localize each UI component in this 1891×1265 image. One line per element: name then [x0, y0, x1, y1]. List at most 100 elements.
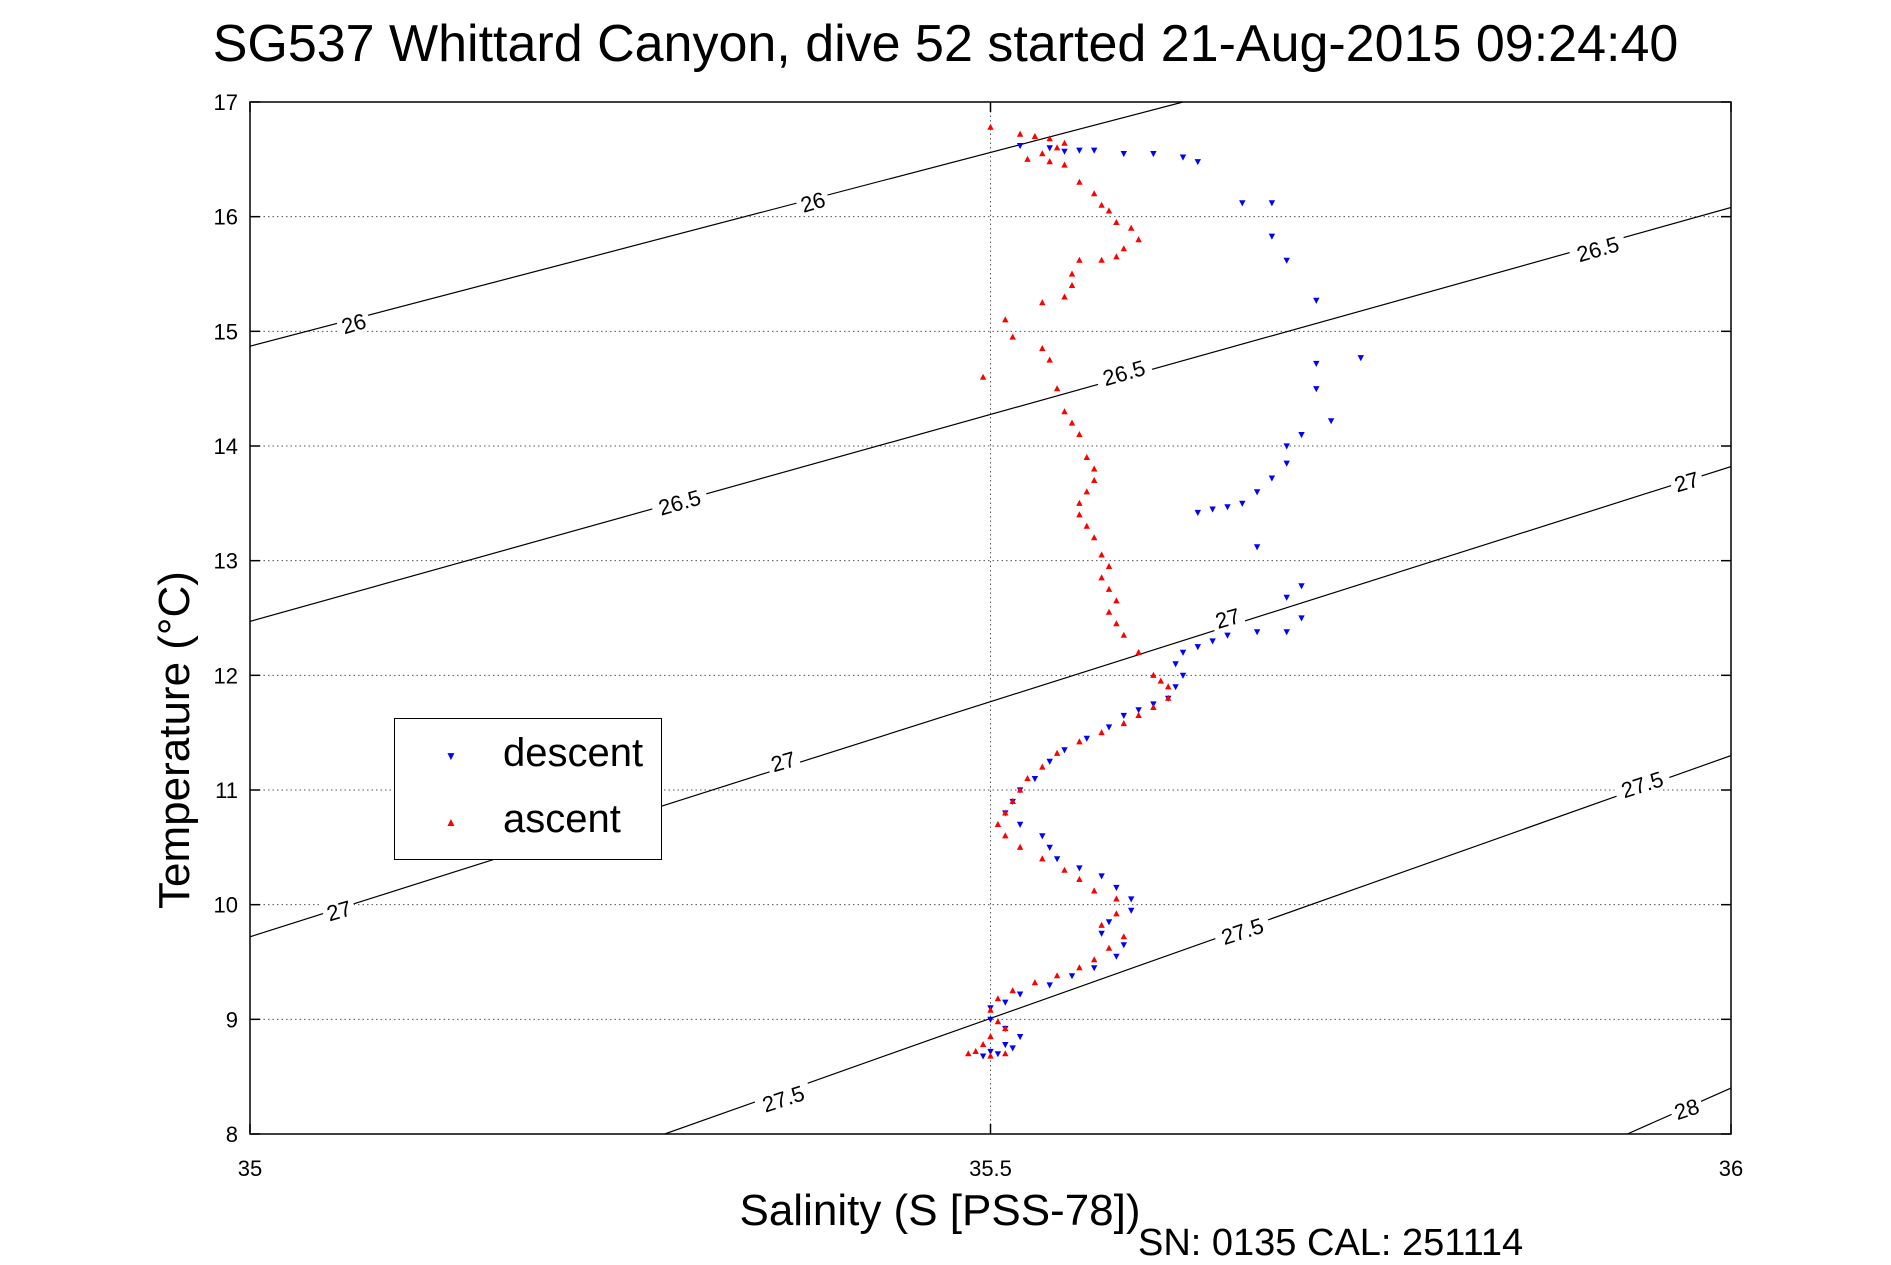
isopycnal-label-bg [1567, 228, 1628, 268]
x-axis-label: Salinity (S [PSS-78]) [739, 1186, 1141, 1235]
descent-point [1253, 489, 1261, 496]
ascent-point [1098, 551, 1105, 558]
descent-point [1253, 544, 1261, 551]
ascent-point [1120, 720, 1127, 727]
ascent-point [1113, 218, 1120, 225]
ascent-point [1068, 281, 1076, 288]
ascent-point [1135, 648, 1142, 655]
ascent-point [1031, 132, 1039, 139]
ascent-point [1113, 620, 1120, 627]
legend-item-descent: ▼ descent [395, 729, 661, 789]
descent-point [1120, 712, 1127, 719]
descent-point [1313, 386, 1320, 393]
isopycnal-label: 26.5 [649, 481, 710, 521]
descent-point [1061, 148, 1068, 155]
ascent-point [1068, 270, 1076, 277]
isopycnal-label: 27 [764, 744, 802, 777]
ascent-point [1076, 499, 1083, 506]
ascent-point [1076, 738, 1083, 745]
descent-point [1009, 1045, 1016, 1052]
isopycnal-label-bg [1667, 1091, 1706, 1125]
isopycnal-label-bg [649, 481, 710, 521]
ascent-point [1076, 431, 1083, 438]
descent-point [1016, 143, 1024, 150]
descent-point [1002, 999, 1009, 1006]
descent-point [1283, 460, 1290, 467]
isopycnal-label: 26.5 [1093, 352, 1154, 391]
grid-lines [249, 101, 1732, 1135]
descent-point [1194, 509, 1201, 516]
isopycnal-label-text: 27.5 [1218, 913, 1266, 950]
ascent-point [1098, 201, 1105, 208]
density-contours: 26 26 26.5 26.5 26.5 27 27 27 27 27.5 27.5 27.5 28 [250, 102, 1731, 1134]
descent-point [1194, 644, 1201, 651]
ascent-point [1105, 562, 1113, 569]
descent-point [1268, 200, 1276, 207]
isopycnal-label-text: 26.5 [656, 485, 704, 521]
ascent-point [1083, 522, 1090, 529]
ascent-point [1105, 585, 1113, 592]
isopycnal-label-bg [1208, 601, 1246, 633]
ascent-point [1150, 671, 1157, 678]
ascent-point [1009, 987, 1016, 994]
descent-point [994, 1051, 1002, 1058]
isopycnal-line [250, 206, 1731, 622]
legend: ▼ descent ▲ ascent [394, 718, 662, 860]
isopycnal-label-bg [1211, 909, 1273, 951]
ascent-point [1031, 979, 1039, 986]
ascent-point [1046, 158, 1053, 165]
descent-point [1172, 661, 1179, 668]
isopycnal-label: 27.5 [1211, 909, 1273, 951]
isopycnal-label-text: 27.5 [759, 1080, 807, 1117]
descent-point [1105, 919, 1113, 926]
descent-point [979, 1053, 987, 1060]
isopycnal-label: 26 [334, 306, 373, 339]
y-tick-label: 8 [226, 1122, 238, 1147]
descent-point [1046, 982, 1053, 989]
ascent-point [965, 1050, 972, 1057]
descent-point [1091, 147, 1098, 154]
ascent-point [1053, 144, 1061, 151]
ascent-point [987, 123, 994, 130]
descent-point [987, 1016, 994, 1023]
descent-point [1046, 844, 1053, 851]
isopycnal-label-bg [334, 306, 373, 339]
y-tick-label: 17 [214, 90, 238, 115]
descent-point [1016, 821, 1024, 828]
descent-point [1357, 355, 1364, 362]
isopycnal-label: 28 [1667, 1091, 1706, 1125]
y-tick-label: 12 [214, 663, 238, 688]
ascent-point [1024, 775, 1031, 782]
ascent-point [1113, 910, 1120, 917]
serial-calibration-text: SN: 0135 CAL: 251114 [1138, 1222, 1524, 1264]
isopycnal-label-text: 26.5 [1574, 231, 1622, 267]
ascent-point [1091, 534, 1098, 541]
ascent-point [1135, 711, 1142, 718]
legend-marker-descent: ▼ [445, 749, 457, 763]
descent-point [1268, 475, 1276, 482]
isopycnal-label-bg [764, 744, 802, 777]
x-tick-label: 36 [1719, 1156, 1743, 1181]
ascent-point [1083, 488, 1090, 495]
descent-point [1016, 1034, 1024, 1041]
isopycnal-label: 27 [1667, 464, 1706, 497]
descent-point [1298, 615, 1305, 622]
series-ascent [965, 123, 1172, 1059]
descent-point [1053, 856, 1061, 863]
ascent-point [1053, 972, 1061, 979]
ascent-point [1076, 511, 1083, 518]
x-tick-label: 35 [238, 1156, 262, 1181]
isopycnal-label-bg [752, 1077, 814, 1118]
descent-point [1224, 632, 1231, 639]
descent-point [1002, 1042, 1009, 1049]
axis-ticks: 35 35.5 36 8 9 10 11 12 13 14 15 16 17 [214, 90, 1744, 1181]
ascent-point [987, 1006, 994, 1013]
legend-item-ascent: ▲ ascent [395, 795, 661, 855]
ascent-point [1002, 1050, 1009, 1057]
y-tick-label: 16 [214, 205, 238, 230]
ascent-point [1105, 608, 1113, 615]
ascent-point [987, 1033, 994, 1040]
legend-label-descent: descent [503, 731, 644, 775]
isopycnal-label-text: 26.5 [1100, 355, 1148, 391]
isopycnal-label-bg [793, 184, 832, 217]
